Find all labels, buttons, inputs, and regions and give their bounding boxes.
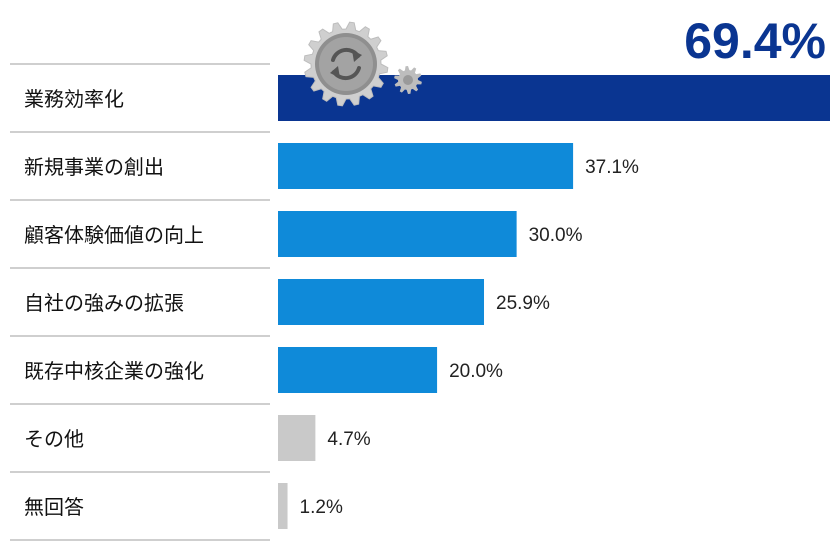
- value-label: 4.7%: [327, 429, 370, 450]
- gear-icon: [303, 21, 422, 107]
- bar: [278, 143, 574, 189]
- bar: [278, 415, 316, 461]
- category-label: 無回答: [24, 495, 84, 519]
- bar: [278, 347, 438, 393]
- bar: [278, 279, 485, 325]
- category-label: 自社の強みの拡張: [24, 291, 184, 315]
- value-label: 25.9%: [496, 293, 550, 314]
- value-label: 1.2%: [300, 497, 343, 518]
- category-label: 既存中核企業の強化: [24, 359, 204, 383]
- value-label: 20.0%: [449, 361, 503, 382]
- category-label: 新規事業の創出: [24, 155, 164, 179]
- value-label: 69.4%: [684, 13, 826, 69]
- category-label: 業務効率化: [24, 87, 124, 111]
- category-label: その他: [24, 427, 84, 451]
- category-label: 顧客体験価値の向上: [24, 223, 204, 247]
- value-label: 37.1%: [585, 157, 639, 178]
- bar: [278, 211, 517, 257]
- bar: [278, 483, 288, 529]
- value-label: 30.0%: [529, 225, 583, 246]
